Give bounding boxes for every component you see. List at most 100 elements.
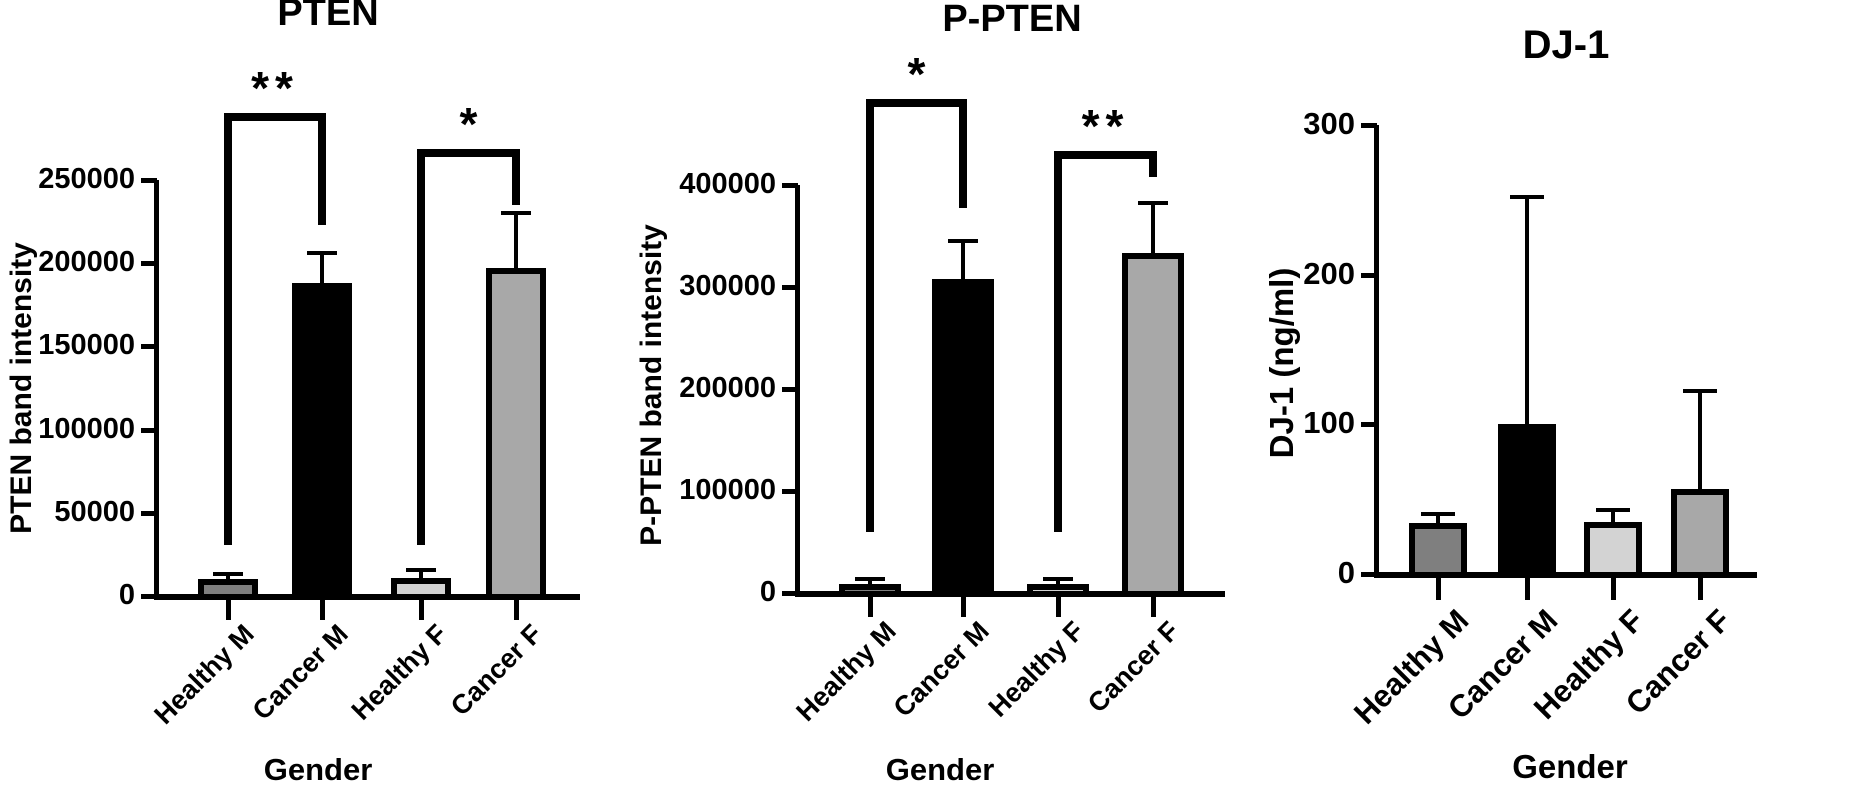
y-tick	[782, 489, 798, 494]
error-bar-cap	[1683, 389, 1717, 394]
y-tick	[1361, 123, 1377, 128]
bar	[1122, 253, 1184, 597]
error-bar-cap	[501, 211, 531, 216]
error-bar	[1525, 196, 1529, 435]
y-axis-line	[1374, 125, 1379, 578]
y-tick	[782, 387, 798, 392]
error-bar-cap	[213, 571, 243, 576]
y-tick-label: 0	[1337, 554, 1355, 590]
significance-stars: **	[1081, 100, 1130, 152]
significance-bracket-right-leg	[512, 149, 520, 205]
error-bar	[1698, 391, 1702, 499]
error-bar-cap	[855, 576, 885, 581]
significance-bracket-right-leg	[318, 113, 326, 225]
y-tick-label: 100000	[679, 474, 776, 507]
y-tick	[1361, 572, 1377, 577]
significance-bracket-bar	[417, 149, 520, 157]
y-tick-label: 400000	[679, 168, 776, 201]
bar	[1584, 521, 1642, 578]
x-axis-line	[1374, 572, 1757, 578]
error-bar-cap	[406, 568, 436, 573]
chart-title: PTEN	[277, 0, 379, 34]
bar	[292, 283, 352, 600]
significance-bracket-left-leg	[417, 149, 425, 545]
significance-bracket-right-leg	[1149, 151, 1157, 177]
y-tick	[782, 183, 798, 188]
y-tick	[782, 591, 798, 596]
y-axis-label: DJ-1 (ng/ml)	[1263, 267, 1300, 459]
significance-bracket-left-leg	[224, 113, 232, 545]
y-tick-label: 200000	[679, 372, 776, 405]
y-tick-label: 0	[759, 576, 776, 609]
x-tick	[226, 600, 231, 620]
x-tick	[514, 600, 519, 620]
error-bar	[1151, 203, 1155, 264]
error-bar	[320, 253, 324, 294]
error-bar-cap	[307, 251, 337, 256]
significance-bracket-left-leg	[1054, 151, 1062, 532]
x-tick	[1056, 597, 1061, 617]
y-tick-label: 300000	[679, 270, 776, 303]
x-axis-line	[795, 591, 1225, 597]
y-tick-label: 150000	[38, 329, 135, 362]
significance-stars: *	[459, 98, 478, 150]
y-tick-label: 200	[1303, 255, 1355, 291]
x-tick	[419, 600, 424, 620]
bar	[1671, 488, 1729, 578]
y-tick-label: 100000	[38, 412, 135, 445]
y-tick-label: 50000	[54, 495, 135, 528]
x-tick	[1525, 578, 1530, 600]
y-tick	[1361, 422, 1377, 428]
x-tick	[868, 597, 873, 617]
error-bar	[961, 241, 965, 289]
significance-bracket-left-leg	[866, 99, 874, 532]
significance-bracket-bar	[866, 99, 967, 107]
bar	[486, 268, 546, 600]
x-axis-title: Gender	[885, 752, 995, 787]
y-tick	[1361, 272, 1377, 278]
chart-title: DJ-1	[1522, 23, 1610, 67]
y-tick	[141, 594, 157, 599]
y-tick-label: 200000	[38, 246, 135, 279]
y-tick	[782, 285, 798, 290]
y-tick-label: 100	[1303, 405, 1355, 441]
error-bar-cap	[948, 239, 978, 244]
error-bar	[514, 213, 518, 279]
x-tick	[1436, 578, 1441, 600]
bar	[1409, 523, 1467, 578]
y-tick	[141, 427, 157, 433]
y-tick-label: 250000	[38, 163, 135, 196]
x-axis-title: Gender	[1512, 748, 1628, 785]
y-tick	[141, 344, 157, 350]
y-tick	[141, 178, 157, 183]
error-bar-cap	[1138, 201, 1168, 206]
significance-stars: **	[251, 62, 299, 114]
y-tick-label: 300	[1303, 105, 1355, 141]
x-tick	[1698, 578, 1703, 600]
x-axis-line	[154, 594, 580, 600]
x-tick	[1151, 597, 1156, 617]
error-bar	[1611, 509, 1615, 532]
y-tick	[141, 261, 157, 267]
x-tick	[320, 600, 325, 620]
error-bar-cap	[1510, 194, 1544, 199]
significance-bracket-right-leg	[959, 99, 967, 208]
error-bar-cap	[1596, 507, 1630, 512]
significance-bracket-bar	[1054, 151, 1157, 159]
significance-stars: *	[907, 48, 926, 100]
bar	[1498, 424, 1556, 578]
x-tick	[1611, 578, 1616, 600]
x-tick	[961, 597, 966, 617]
significance-bracket-bar	[224, 113, 326, 121]
error-bar-cap	[1043, 577, 1073, 582]
y-tick	[141, 510, 157, 516]
y-axis-line	[154, 180, 159, 600]
y-tick-label: 0	[118, 579, 135, 612]
error-bar-cap	[1421, 512, 1455, 517]
chart-title: P-PTEN	[942, 0, 1082, 40]
x-axis-title: Gender	[263, 752, 373, 787]
